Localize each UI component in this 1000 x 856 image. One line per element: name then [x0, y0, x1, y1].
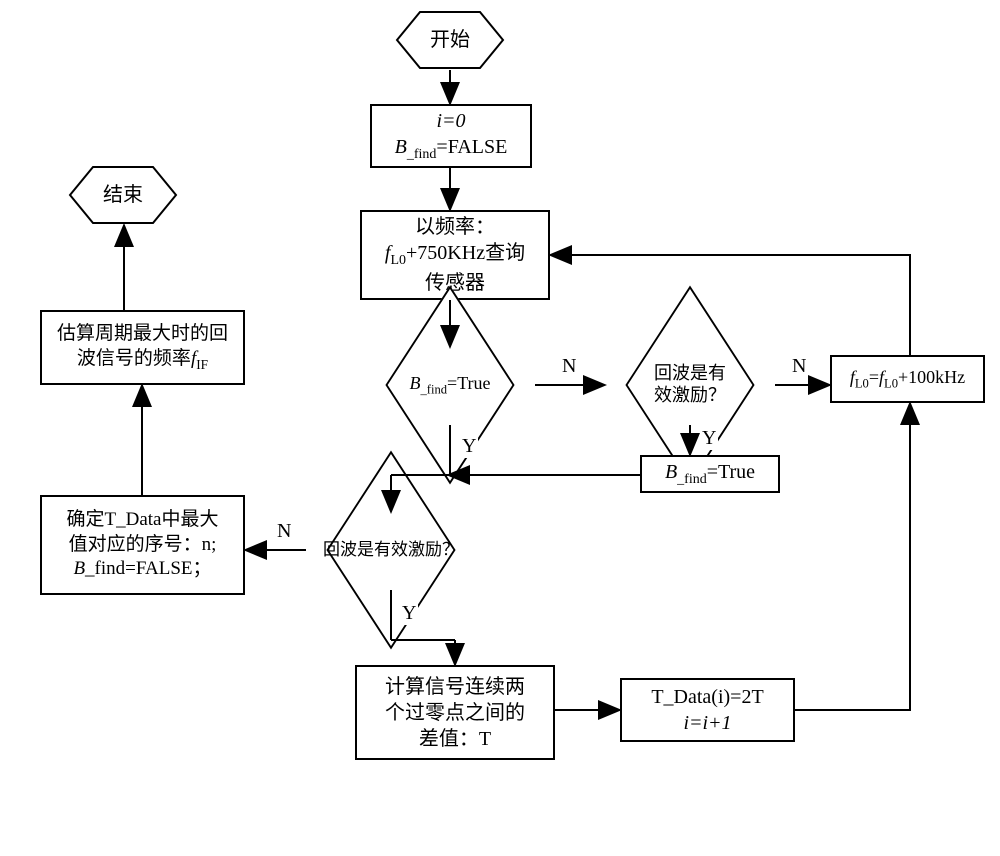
- echo2-diamond: 回波是有效激励？: [306, 510, 476, 590]
- echo1-l1: 回波是有: [654, 363, 726, 385]
- init-node: i=0 B_find=FALSE: [370, 104, 532, 168]
- edge-label-n1: N: [560, 355, 578, 378]
- est-fsub: IF: [196, 357, 208, 372]
- set-bfind-node: B_find=True: [640, 455, 780, 493]
- edge-label-n2: N: [790, 355, 808, 378]
- start-node: 开始: [395, 10, 505, 70]
- tdata-node: T_Data(i)=2T i=i+1: [620, 678, 795, 742]
- init-bsub: _find: [407, 147, 437, 162]
- det-b: B: [73, 558, 85, 579]
- fi-eq: =: [869, 367, 879, 387]
- setbfind-text: B_find=True: [665, 459, 755, 489]
- sb-sub: _find: [677, 472, 707, 487]
- echo1-label: 回波是有 效激励？: [650, 363, 730, 406]
- det-l2: 值对应的序号：n;: [69, 534, 217, 555]
- end-label: 结束: [103, 182, 143, 208]
- calc-l2: 个过零点之间的: [385, 700, 525, 726]
- echo1-diamond: 回波是有 效激励？: [605, 345, 775, 425]
- bfind-b: B: [409, 373, 420, 393]
- query-text: 以频率： fL0+750KHz查询 传感器: [385, 214, 525, 296]
- fi-post: +100kHz: [898, 367, 965, 387]
- det-bsub: _find: [85, 558, 125, 579]
- est-l2pre: 波信号的频率: [77, 348, 191, 369]
- edge-label-y3: Y: [400, 602, 418, 625]
- echo2-label: 回波是有效激励？: [319, 540, 463, 560]
- bfind-post: =True: [447, 373, 491, 393]
- bfind-sub: _find: [420, 382, 447, 396]
- det-text: 确定T_Data中最大 值对应的序号：n; B_find=FALSE；: [67, 508, 219, 582]
- query-l3: 传感器: [385, 270, 525, 296]
- init-text: i=0 B_find=FALSE: [395, 108, 508, 164]
- edge-label-n3: N: [275, 520, 293, 543]
- bfind-label: B_find=True: [405, 373, 494, 398]
- tdata-l1: T_Data(i)=2T: [651, 686, 763, 708]
- calc-l1: 计算信号连续两: [385, 674, 525, 700]
- f-inc-node: fL0=fL0+100kHz: [830, 355, 985, 403]
- end-node: 结束: [68, 165, 178, 225]
- sb-post: =True: [707, 461, 755, 483]
- edge-label-y1: Y: [460, 435, 478, 458]
- init-b: B: [395, 136, 407, 158]
- query-fsub: L0: [390, 253, 406, 268]
- fi-s1: L0: [855, 377, 869, 391]
- bfind-diamond: B_find=True: [365, 345, 535, 425]
- init-bpost: =FALSE: [436, 136, 507, 158]
- estimate-node: 估算周期最大时的回 波信号的频率fIF: [40, 310, 245, 385]
- det-l1: 确定T_Data中最大: [67, 508, 219, 533]
- fi-s2: L0: [884, 377, 898, 391]
- determine-node: 确定T_Data中最大 值对应的序号：n; B_find=FALSE；: [40, 495, 245, 595]
- finc-text: fL0=fL0+100kHz: [850, 366, 965, 392]
- edge-label-y2: Y: [700, 427, 718, 450]
- calc-text: 计算信号连续两 个过零点之间的 差值：T: [385, 674, 525, 752]
- tdata-text: T_Data(i)=2T i=i+1: [651, 684, 763, 736]
- sb-b: B: [665, 461, 677, 483]
- tdata-l2: i=i+1: [683, 712, 731, 734]
- est-text: 估算周期最大时的回 波信号的频率fIF: [57, 322, 228, 373]
- calc-zero-node: 计算信号连续两 个过零点之间的 差值：T: [355, 665, 555, 760]
- query-node: 以频率： fL0+750KHz查询 传感器: [360, 210, 550, 300]
- start-label: 开始: [430, 27, 470, 53]
- echo1-l2: 效激励？: [654, 385, 726, 407]
- query-l2post: +750KHz查询: [406, 242, 525, 264]
- est-l1: 估算周期最大时的回: [57, 322, 228, 347]
- calc-l3: 差值：T: [385, 726, 525, 752]
- init-line1: i=0: [436, 110, 465, 132]
- det-bpost: =FALSE；: [125, 558, 211, 579]
- query-l1: 以频率：: [385, 214, 525, 240]
